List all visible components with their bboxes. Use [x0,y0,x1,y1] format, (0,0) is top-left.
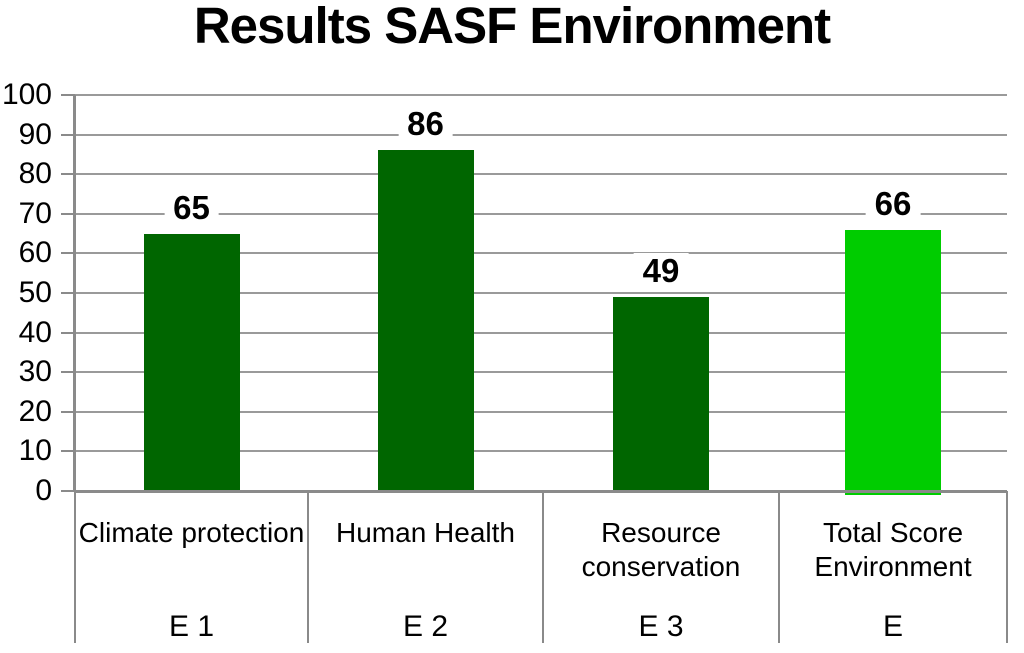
y-axis-tick [61,490,75,492]
y-tick-label: 50 [18,276,52,309]
bar [845,229,941,495]
category-divider [542,491,544,643]
x-axis-line [75,490,1007,493]
y-axis-tick [61,331,75,334]
category-label: Climate protection [78,517,305,548]
category-code-label: E [882,610,903,643]
gridline [75,410,1007,413]
y-tick-label: 60 [18,236,52,270]
y-tick-label: 80 [18,157,52,191]
bar-value-label: 49 [633,252,689,289]
chart-title: Results SASF Environment [193,0,831,54]
bar [143,233,240,491]
bar-value-label: 86 [398,106,453,143]
y-axis-tick [61,410,75,413]
y-axis-tick [61,94,75,96]
y-axis-tick [61,173,75,176]
category-code-label: E 3 [638,610,684,643]
gridline [75,292,1007,294]
y-axis-tick [61,371,75,374]
category-label: Human Health [336,517,515,548]
category-label: Resource conservation [581,517,741,582]
gridline [75,252,1007,255]
category-label: Total Score Environment [814,517,972,582]
gridline [75,173,1007,176]
y-tick-label: 100 [1,78,52,111]
y-tick-label: 90 [18,117,52,151]
y-axis-tick [61,292,75,294]
category-divider [778,491,780,643]
gridline [75,331,1007,334]
y-tick-label: 30 [18,355,52,389]
gridline [75,371,1007,374]
category-divider [74,491,76,643]
bar [377,150,474,491]
bar-value-label: 65 [164,189,219,226]
gridline [75,133,1007,136]
y-axis-tick [61,212,75,215]
category-code-label: E 1 [168,610,215,643]
y-tick-label: 70 [18,196,52,230]
bar [613,296,709,491]
category-divider [307,491,309,643]
y-axis-tick [61,133,75,136]
bar-value-label: 66 [865,185,921,222]
y-tick-label: 40 [18,315,52,349]
gridline [75,450,1007,453]
y-tick-label: 10 [18,434,52,468]
y-axis-tick [61,450,75,453]
gridline [75,94,1007,96]
y-axis-tick [61,252,75,255]
y-axis-line [73,95,76,491]
category-code-label: E 2 [402,610,449,643]
y-tick-label: 0 [35,474,52,507]
gridline [75,212,1007,215]
y-tick-label: 20 [18,394,52,428]
category-divider [1006,491,1008,643]
